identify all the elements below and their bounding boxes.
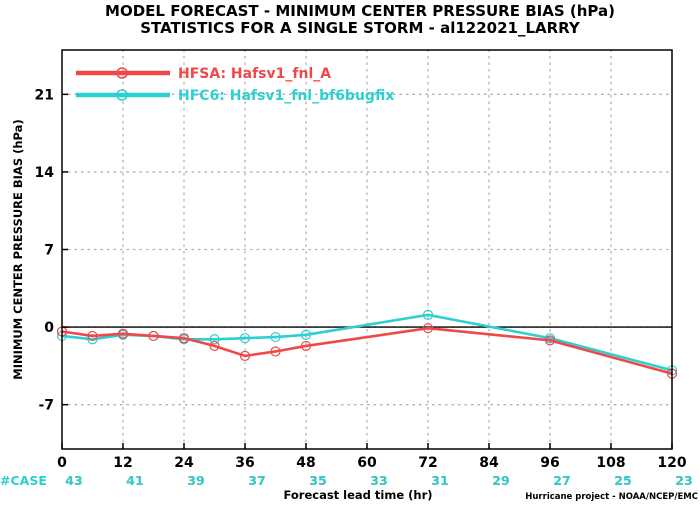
x-tick-label: 120 bbox=[657, 455, 686, 471]
case-count-hfsa: 33 bbox=[370, 473, 387, 488]
data-point-hfsa bbox=[422, 323, 434, 334]
case-count-hfsa: 43 bbox=[65, 473, 82, 488]
case-count-hfc6: 43 bbox=[65, 473, 82, 488]
x-tick-label: 36 bbox=[235, 455, 254, 471]
data-point-hfsa bbox=[544, 335, 556, 346]
case-count-hfc6: 41 bbox=[126, 473, 143, 488]
credit-text: Hurricane project - NOAA/NCEP/EMC bbox=[525, 492, 698, 502]
y-tick-label: 21 bbox=[35, 87, 54, 103]
data-point-hfsa bbox=[148, 330, 159, 342]
case-count-hfsa: 39 bbox=[187, 473, 204, 488]
series-hfsa bbox=[56, 323, 678, 379]
x-tick-label: 12 bbox=[113, 455, 132, 471]
data-point-hfsa bbox=[87, 330, 98, 342]
x-axis-label: Forecast lead time (hr) bbox=[283, 488, 432, 502]
y-tick-label: 7 bbox=[44, 243, 54, 259]
data-point-hfsa bbox=[300, 340, 312, 352]
data-point-hfsa bbox=[178, 333, 190, 344]
case-count-hfsa: 23 bbox=[675, 473, 692, 488]
case-count-hfc6: 29 bbox=[492, 473, 509, 488]
y-tick-labels: -7 0 7 14 21 bbox=[35, 87, 68, 414]
x-tick-label: 24 bbox=[174, 455, 194, 471]
legend-label-hfc6: HFC6: Hafsv1_fnl_bf6bugfix bbox=[178, 88, 394, 104]
x-tick-label: 72 bbox=[418, 455, 437, 471]
case-count-hfc6: 35 bbox=[309, 473, 326, 488]
x-tick-label: 60 bbox=[357, 455, 377, 471]
data-point-hfc6 bbox=[209, 334, 220, 345]
legend: HFSA: Hafsv1_fnl_A HFC6: Hafsv1_fnl_bf6bu… bbox=[76, 66, 394, 104]
case-count-hfc6: 39 bbox=[187, 473, 204, 488]
series-line-hfc6 bbox=[61, 313, 673, 372]
case-count-hfsa: 29 bbox=[492, 473, 509, 488]
data-point-hfc6 bbox=[270, 331, 281, 343]
data-point-hfsa bbox=[239, 350, 251, 361]
case-count-hfc6: 23 bbox=[675, 473, 692, 488]
case-count-hfsa: 35 bbox=[309, 473, 326, 488]
case-count-hfc6: 33 bbox=[370, 473, 387, 488]
legend-marker-hfsa bbox=[116, 67, 128, 79]
case-count-hfc6: 27 bbox=[553, 473, 570, 488]
data-point-hfsa bbox=[270, 346, 281, 357]
case-count-hfsa: 37 bbox=[248, 473, 265, 488]
data-point-hfsa bbox=[117, 328, 129, 339]
case-label: #CASE bbox=[0, 473, 47, 488]
case-count-hfsa: 31 bbox=[431, 473, 448, 488]
y-tick-label: -7 bbox=[38, 398, 54, 414]
x-tick-label: 0 bbox=[57, 455, 67, 471]
y-tick-label: 14 bbox=[35, 165, 55, 181]
case-count-hfc6: 31 bbox=[431, 473, 448, 488]
case-count-hfc6: 37 bbox=[248, 473, 265, 488]
case-count-hfsa: 41 bbox=[126, 473, 143, 488]
x-tick-label: 96 bbox=[540, 455, 559, 471]
legend-marker-hfc6 bbox=[116, 89, 128, 101]
case-count-hfsa: 27 bbox=[553, 473, 570, 488]
x-tick-label: 48 bbox=[296, 455, 315, 471]
grid bbox=[61, 49, 673, 450]
case-count-hfsa: 25 bbox=[614, 473, 631, 488]
chart-title-line2: STATISTICS FOR A SINGLE STORM - al122021… bbox=[140, 19, 581, 37]
x-tick-label: 108 bbox=[596, 455, 625, 471]
x-tick-label: 84 bbox=[479, 455, 499, 471]
data-point-hfsa bbox=[209, 340, 220, 352]
data-point-hfc6 bbox=[422, 309, 434, 320]
y-axis-label: MINIMUM CENTER PRESSURE BIAS (hPa) bbox=[11, 119, 25, 379]
chart-title-line1: MODEL FORECAST - MINIMUM CENTER PRESSURE… bbox=[105, 2, 615, 20]
y-tick-label: 0 bbox=[44, 320, 54, 336]
case-count-hfc6: 25 bbox=[614, 473, 631, 488]
legend-label-hfsa: HFSA: Hafsv1_fnl_A bbox=[178, 66, 331, 82]
data-point-hfc6 bbox=[239, 333, 251, 344]
data-point-hfc6 bbox=[300, 329, 312, 340]
x-tick-labels: 0 12 24 36 48 60 72 84 96 108 120 bbox=[57, 443, 687, 471]
